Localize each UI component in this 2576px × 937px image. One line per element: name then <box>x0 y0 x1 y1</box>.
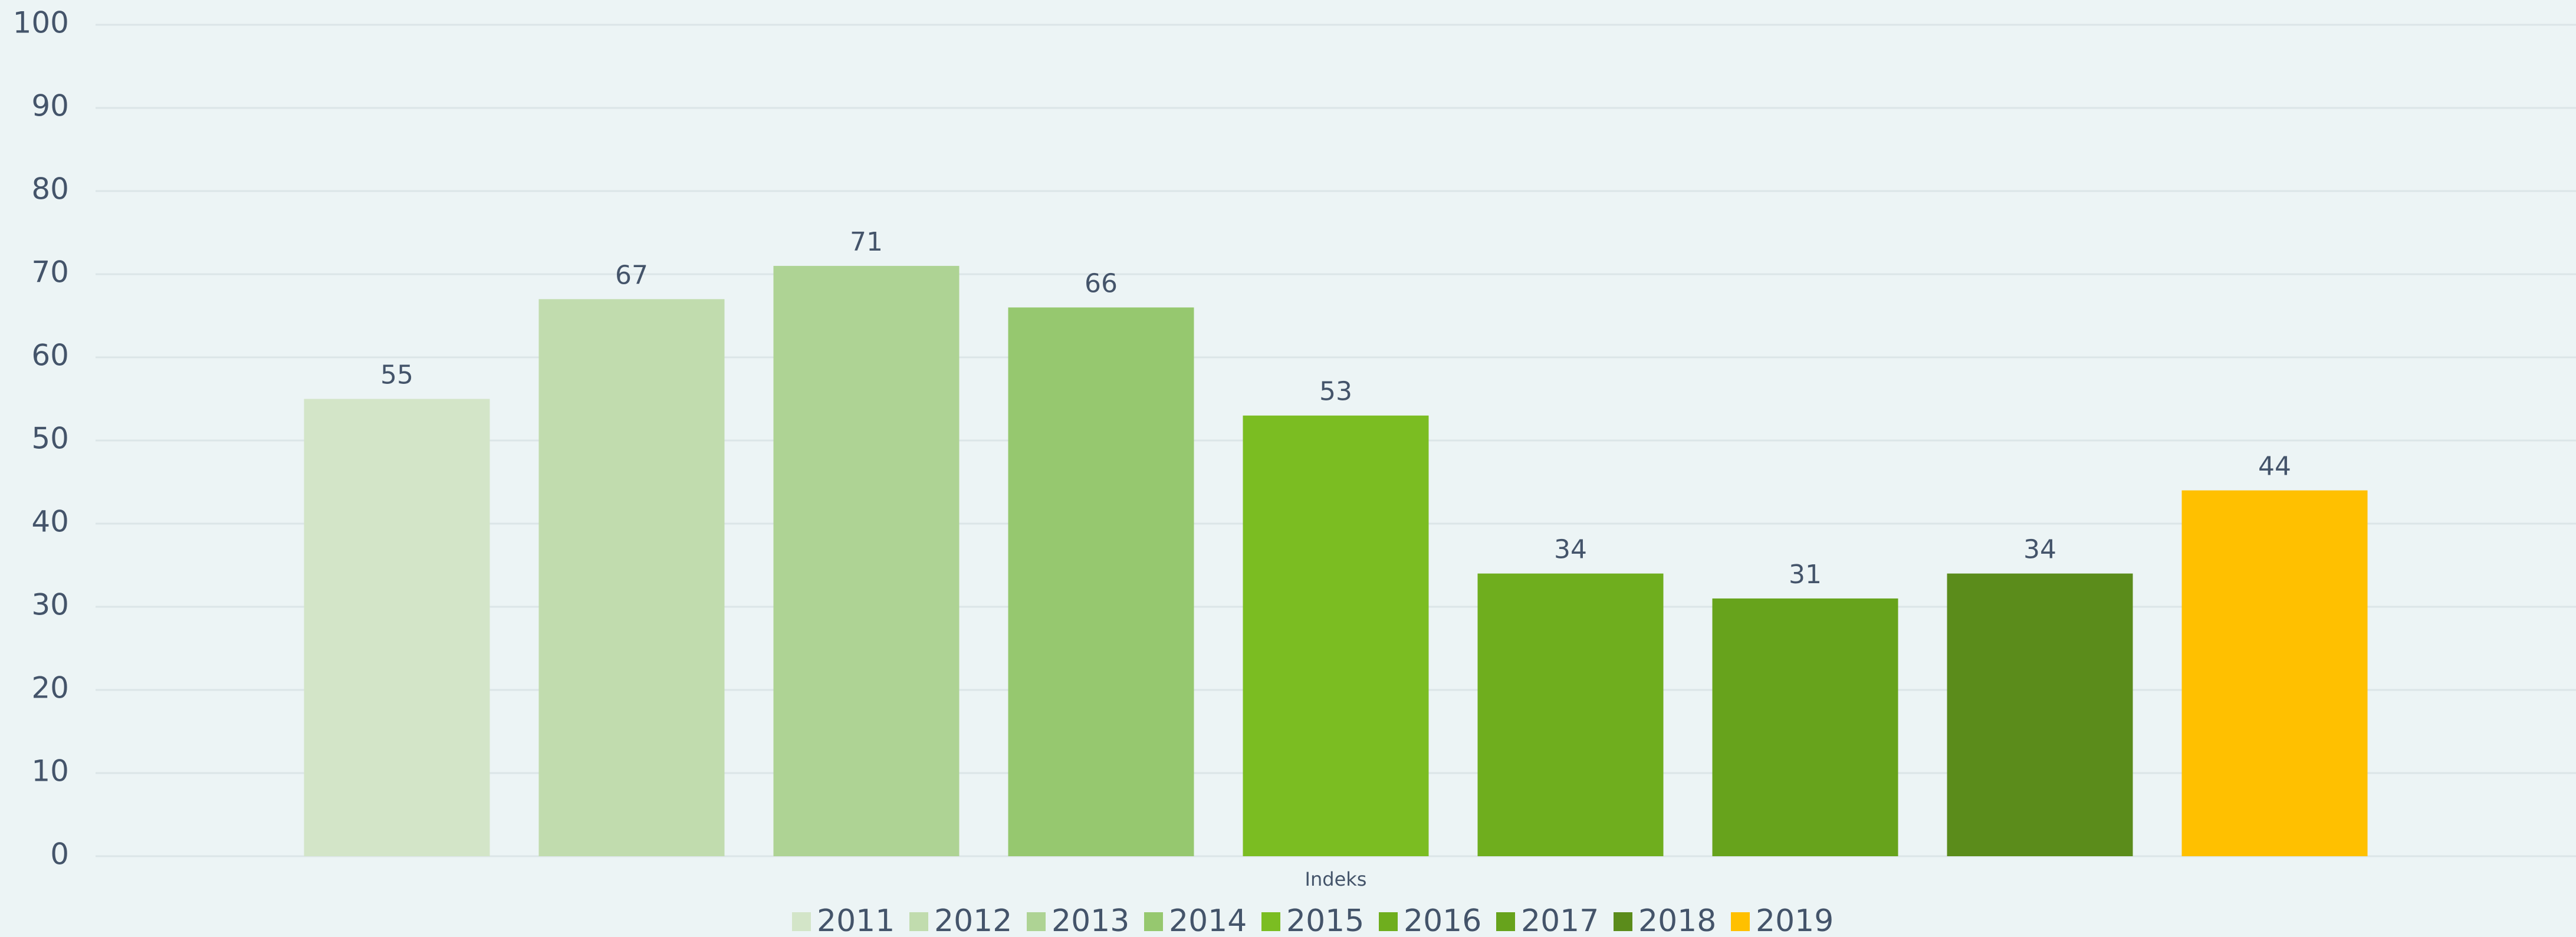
legend-swatch <box>1614 912 1632 931</box>
y-tick-label: 40 <box>31 505 69 539</box>
bar <box>304 399 490 856</box>
bar <box>1008 307 1194 856</box>
legend-swatch <box>909 912 928 931</box>
bar <box>2181 490 2368 856</box>
legend-swatch <box>1379 912 1398 931</box>
y-tick-label: 90 <box>31 89 69 123</box>
bar <box>1712 598 1898 856</box>
y-tick-label: 30 <box>31 588 69 622</box>
bar <box>773 265 960 856</box>
y-tick-label: 100 <box>13 6 69 40</box>
x-tick-label: Indeks <box>1305 868 1367 890</box>
y-tick-label: 10 <box>31 754 69 788</box>
legend-swatch <box>1261 912 1280 931</box>
data-label: 55 <box>380 360 413 390</box>
legend-label: 2019 <box>1756 903 1834 937</box>
bar <box>1477 573 1664 856</box>
legend-label: 2017 <box>1521 903 1599 937</box>
y-tick-label: 80 <box>31 172 69 206</box>
bar <box>538 299 725 856</box>
legend-label: 2016 <box>1404 903 1481 937</box>
legend-label: 2018 <box>1638 903 1716 937</box>
y-tick-label: 20 <box>31 671 69 705</box>
y-tick-label: 70 <box>31 255 69 290</box>
data-label: 34 <box>1554 535 1587 565</box>
data-label: 67 <box>615 260 648 290</box>
legend-label: 2012 <box>934 903 1012 937</box>
legend-label: 2011 <box>817 903 895 937</box>
legend-label: 2015 <box>1286 903 1364 937</box>
bar <box>1947 573 2133 856</box>
data-label: 44 <box>2258 452 2291 482</box>
legend-swatch <box>1731 912 1750 931</box>
data-label: 34 <box>2023 535 2056 565</box>
legend-swatch <box>1496 912 1515 931</box>
y-tick-label: 0 <box>50 837 69 872</box>
data-label: 53 <box>1319 377 1352 407</box>
y-tick-label: 50 <box>31 422 69 456</box>
data-label: 71 <box>850 227 883 257</box>
y-tick-label: 60 <box>31 338 69 373</box>
legend-swatch <box>1144 912 1163 931</box>
legend-swatch <box>1027 912 1046 931</box>
legend-label: 2013 <box>1052 903 1129 937</box>
legend-label: 2014 <box>1169 903 1247 937</box>
data-label: 31 <box>1789 560 1822 590</box>
data-label: 66 <box>1085 268 1118 298</box>
bar <box>1243 415 1429 856</box>
legend-swatch <box>792 912 811 931</box>
